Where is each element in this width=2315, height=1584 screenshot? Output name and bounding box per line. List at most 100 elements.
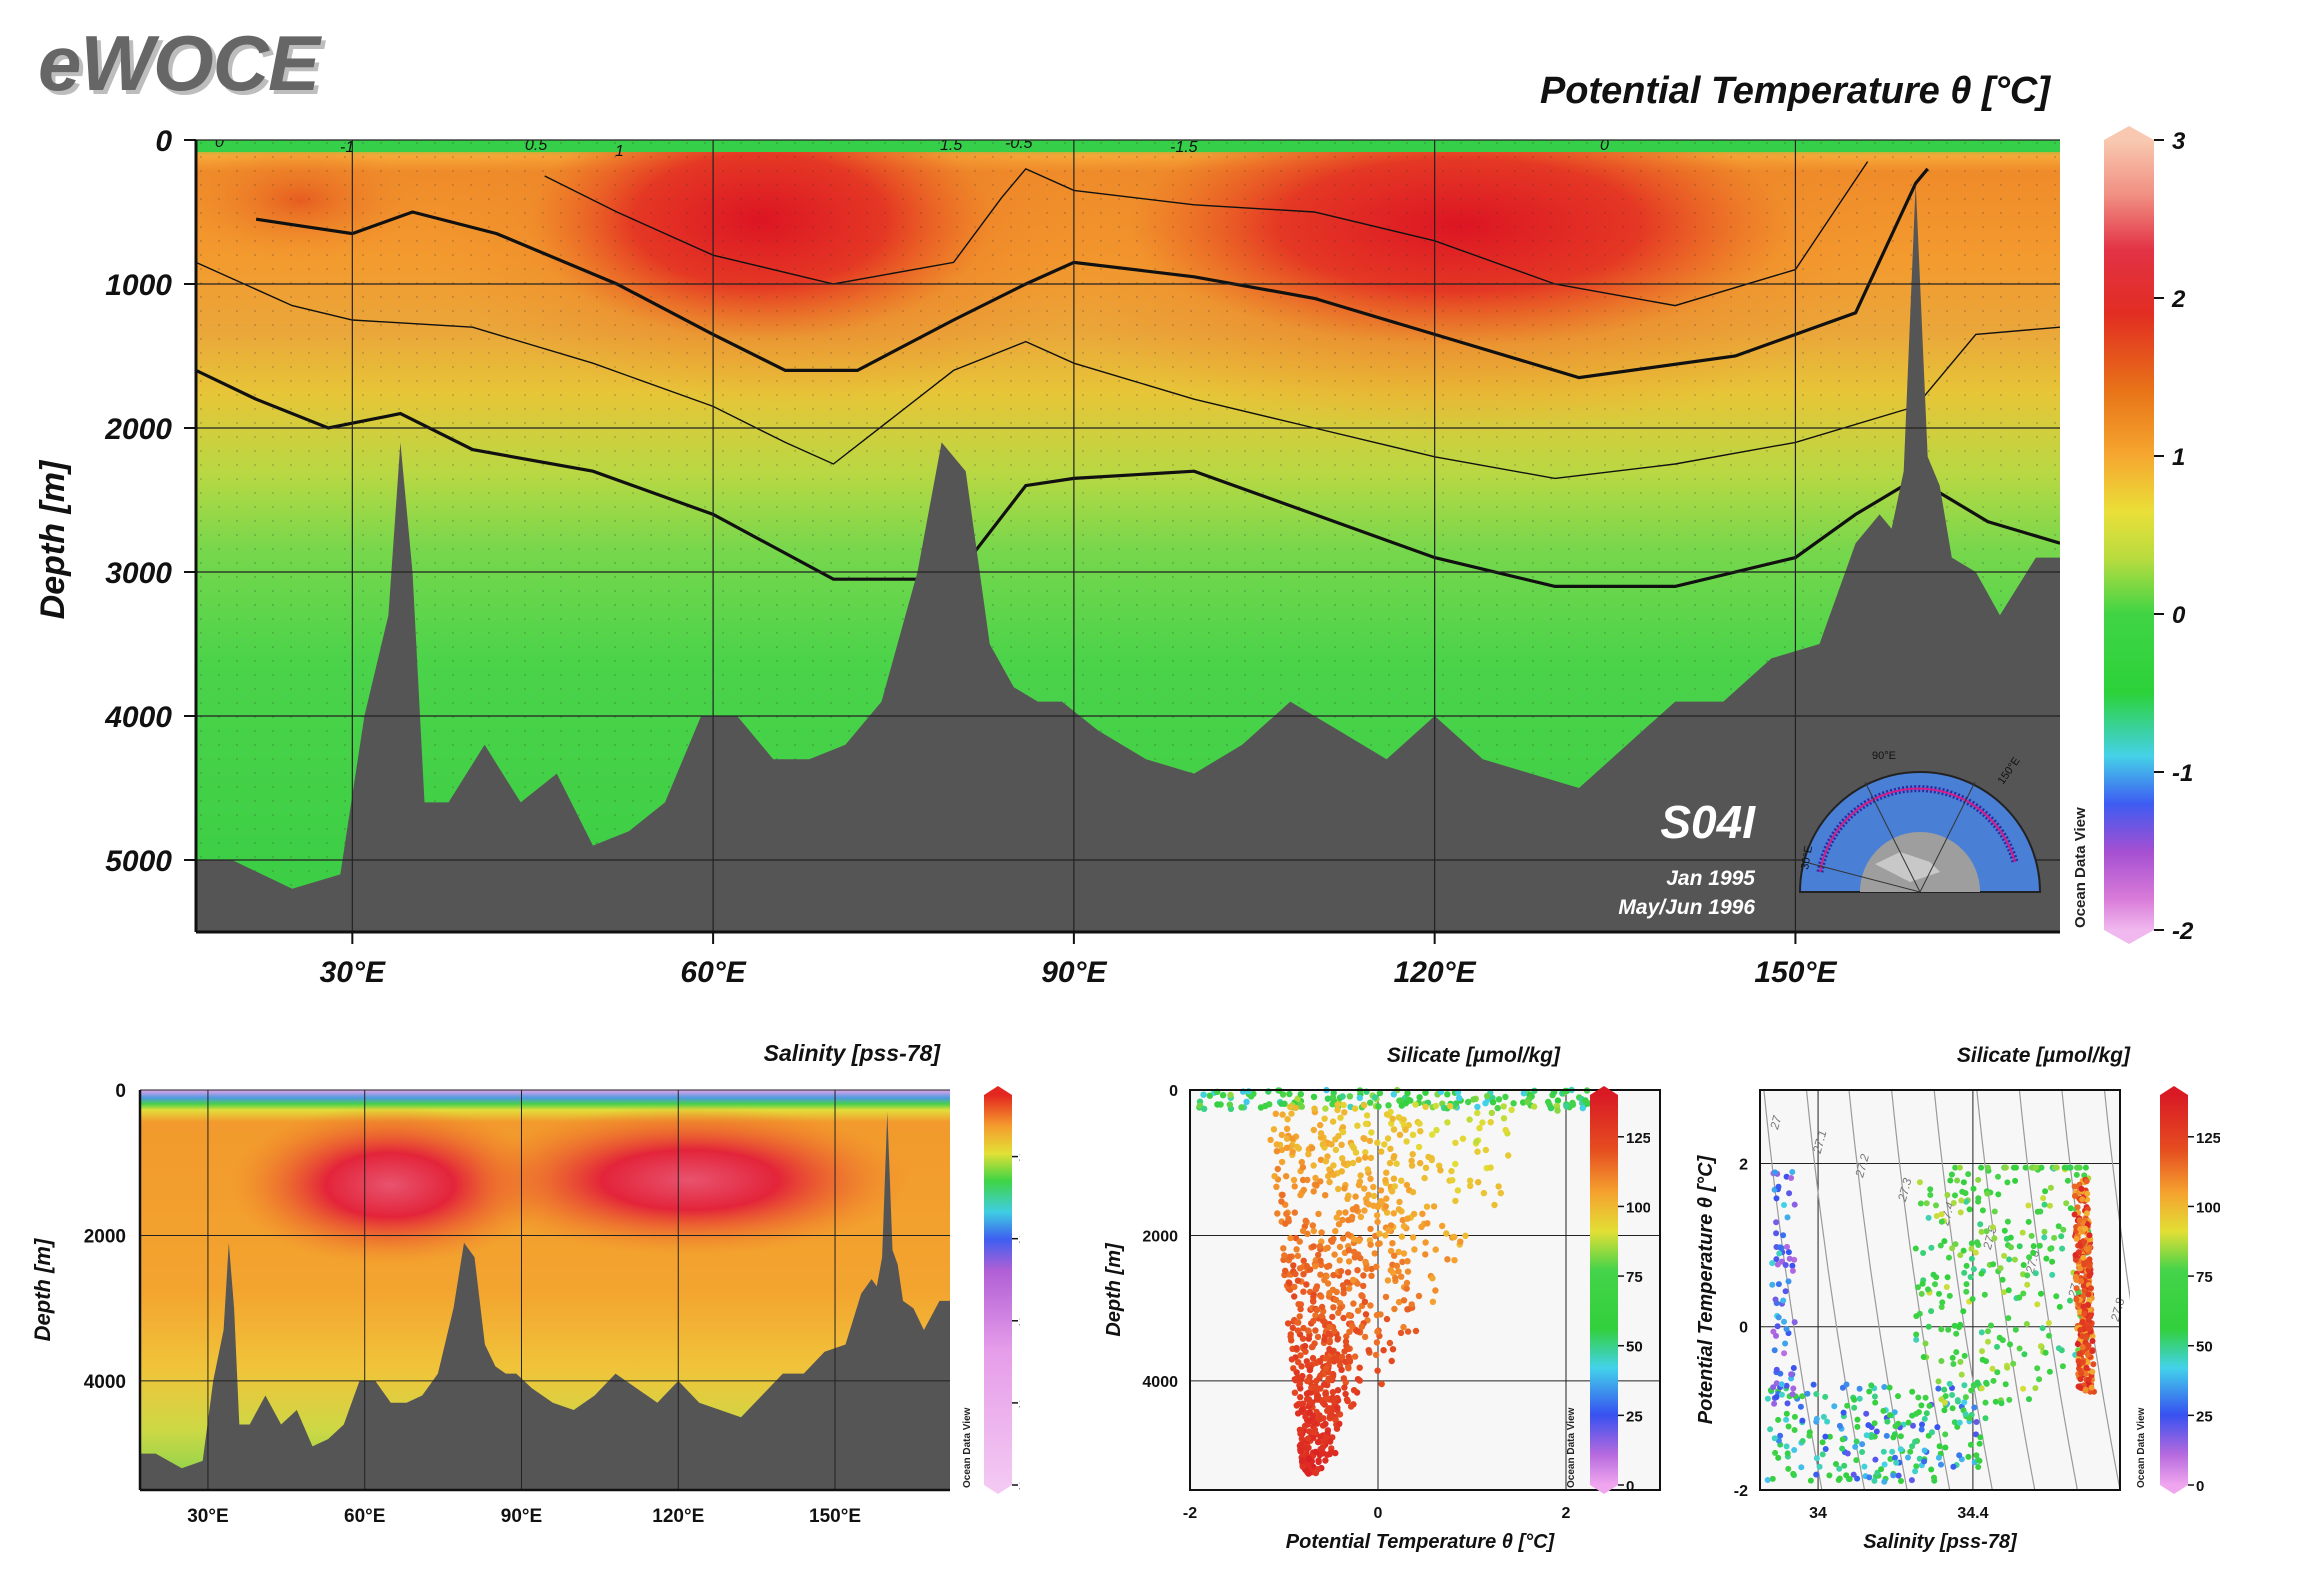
silicate-depth-point bbox=[1382, 1232, 1389, 1239]
silicate-depth-point bbox=[1294, 1327, 1302, 1334]
silicate-ts-point bbox=[1966, 1206, 1973, 1213]
silicate-ts-point bbox=[1968, 1240, 1975, 1247]
silicate-depth-point bbox=[1386, 1339, 1394, 1347]
silicate-ts-point bbox=[1773, 1394, 1780, 1401]
silicate-ts-point bbox=[1868, 1434, 1875, 1440]
silicate-depth-point bbox=[1300, 1186, 1307, 1194]
silicate-depth-point bbox=[1395, 1298, 1403, 1306]
silicate-depth-point bbox=[1305, 1327, 1312, 1335]
silicate-ts-point bbox=[2083, 1178, 2090, 1185]
silicate-ts-point bbox=[2080, 1254, 2087, 1261]
silicate-ts-point bbox=[1790, 1470, 1797, 1477]
silicate-colorbar-1-tick-label: 100 bbox=[1626, 1199, 1650, 1216]
theta-grid bbox=[196, 139, 2060, 932]
silicate-ts-point bbox=[1773, 1195, 1780, 1202]
silicate-depth-point bbox=[1317, 1121, 1324, 1129]
silicate-colorbar-1: Ocean Data View 125 100 75 50 25 0 bbox=[1566, 1086, 1650, 1495]
silicate-ts-bg bbox=[1760, 1090, 2120, 1490]
silicate-depth-point bbox=[1306, 1366, 1314, 1374]
silicate-ts-point bbox=[1929, 1429, 1935, 1436]
silicate-ts-point bbox=[1912, 1468, 1919, 1475]
silicate-ts-point bbox=[2004, 1179, 2011, 1186]
silicate-depth-point bbox=[1412, 1101, 1419, 1108]
silicate-ts-x-tick-label: 34 bbox=[1809, 1505, 1827, 1522]
silicate-ts-point bbox=[2073, 1171, 2080, 1178]
silicate-ts-point bbox=[1988, 1322, 1994, 1329]
silicate-depth-point bbox=[1361, 1185, 1368, 1192]
silicate-depth-point bbox=[1484, 1092, 1491, 1100]
silicate-depth-point bbox=[1400, 1116, 1407, 1123]
silicate-depth-point bbox=[1310, 1298, 1317, 1305]
silicate-colorbar-1-watermark: Ocean Data View bbox=[1566, 1407, 1577, 1488]
silicate-depth-point bbox=[1312, 1384, 1319, 1392]
silicate-ts-point bbox=[1952, 1164, 1959, 1171]
silicate-ts-point bbox=[2020, 1262, 2027, 1268]
silicate-ts-point bbox=[1938, 1304, 1945, 1310]
silicate-ts-point bbox=[1840, 1409, 1847, 1416]
silicate-ts-point bbox=[1941, 1238, 1948, 1245]
silicate-ts-point bbox=[1886, 1412, 1893, 1419]
silicate-ts-point bbox=[1937, 1242, 1944, 1249]
silicate-ts-point bbox=[1861, 1463, 1868, 1470]
silicate-ts-point bbox=[1786, 1255, 1793, 1262]
silicate-ts-point bbox=[1890, 1472, 1897, 1479]
silicate-depth-point bbox=[1297, 1091, 1304, 1098]
silicate-depth-point bbox=[1318, 1303, 1326, 1311]
silicate-depth-point bbox=[1415, 1292, 1423, 1300]
silicate-ts-point bbox=[2080, 1292, 2087, 1299]
silicate-ts-point bbox=[1970, 1266, 1977, 1273]
silicate-ts-point bbox=[1949, 1392, 1956, 1398]
silicate-depth-point bbox=[1329, 1397, 1336, 1404]
silicate-depth-point bbox=[1332, 1146, 1340, 1154]
silicate-ts-point bbox=[1963, 1262, 1970, 1269]
silicate-depth-point bbox=[1335, 1185, 1342, 1193]
silicate-depth-point bbox=[1391, 1252, 1398, 1259]
silicate-ts-point bbox=[1939, 1299, 1946, 1306]
silicate-depth-point bbox=[1310, 1317, 1317, 1325]
silicate-colorbar-2-watermark: Ocean Data View bbox=[2136, 1407, 2147, 1488]
salinity-colorbar-tick-label: 34.4 bbox=[1019, 1232, 1020, 1249]
silicate-ts-ticks: 34 34.4 2 0 -2 bbox=[1734, 1156, 1989, 1522]
silicate-depth-point bbox=[1200, 1091, 1207, 1098]
silicate-ts-point bbox=[1915, 1284, 1921, 1291]
silicate-depth-point bbox=[1296, 1238, 1303, 1245]
silicate-ts-point bbox=[1781, 1318, 1787, 1325]
silicate-depth-point bbox=[1336, 1243, 1344, 1251]
silicate-ts-point bbox=[2072, 1273, 2079, 1280]
silicate-depth-point bbox=[1417, 1128, 1424, 1135]
silicate-depth-frame bbox=[1189, 1089, 1661, 1491]
silicate-ts-point bbox=[1950, 1463, 1957, 1470]
silicate-ts-point bbox=[2081, 1238, 2088, 1245]
silicate-ts-point bbox=[2084, 1246, 2090, 1252]
silicate-depth-point bbox=[1299, 1227, 1307, 1235]
silicate-colorbar-1-tick-label: 25 bbox=[1626, 1408, 1643, 1425]
silicate-ts-point bbox=[1961, 1399, 1968, 1406]
salinity-colorbar-tick-label: 34 bbox=[1019, 1396, 1020, 1413]
silicate-depth-point bbox=[1294, 1277, 1302, 1284]
theta-colorbar-tick-label: 1 bbox=[2172, 444, 2185, 471]
silicate-depth-point bbox=[1278, 1146, 1286, 1154]
silicate-depth-point bbox=[1278, 1131, 1285, 1139]
silicate-ts-point bbox=[1953, 1330, 1960, 1337]
silicate-depth-point bbox=[1324, 1095, 1332, 1102]
silicate-ts-point bbox=[2040, 1195, 2047, 1202]
silicate-depth-point bbox=[1400, 1222, 1408, 1230]
silicate-ts-point bbox=[1970, 1185, 1977, 1192]
silicate-ts-point bbox=[1961, 1382, 1968, 1389]
silicate-depth-point bbox=[1408, 1162, 1416, 1169]
silicate-depth-x-tick-label: -2 bbox=[1183, 1505, 1197, 1522]
silicate-ts-point bbox=[2001, 1289, 2007, 1296]
silicate-depth-point bbox=[1344, 1397, 1351, 1405]
silicate-depth-point bbox=[1331, 1328, 1338, 1335]
silicate-ts-point bbox=[1881, 1384, 1888, 1390]
silicate-depth-point bbox=[1398, 1273, 1405, 1280]
silicate-depth-point bbox=[1321, 1276, 1328, 1284]
silicate-depth-point bbox=[1322, 1420, 1329, 1428]
silicate-depth-point bbox=[1447, 1102, 1454, 1110]
silicate-ts-point bbox=[2061, 1164, 2068, 1171]
silicate-depth-point bbox=[1302, 1217, 1309, 1224]
silicate-ts-point bbox=[1799, 1417, 1806, 1424]
silicate-ts-point bbox=[1843, 1381, 1850, 1388]
silicate-depth-point bbox=[1350, 1300, 1357, 1307]
silicate-depth-point bbox=[1502, 1126, 1509, 1134]
